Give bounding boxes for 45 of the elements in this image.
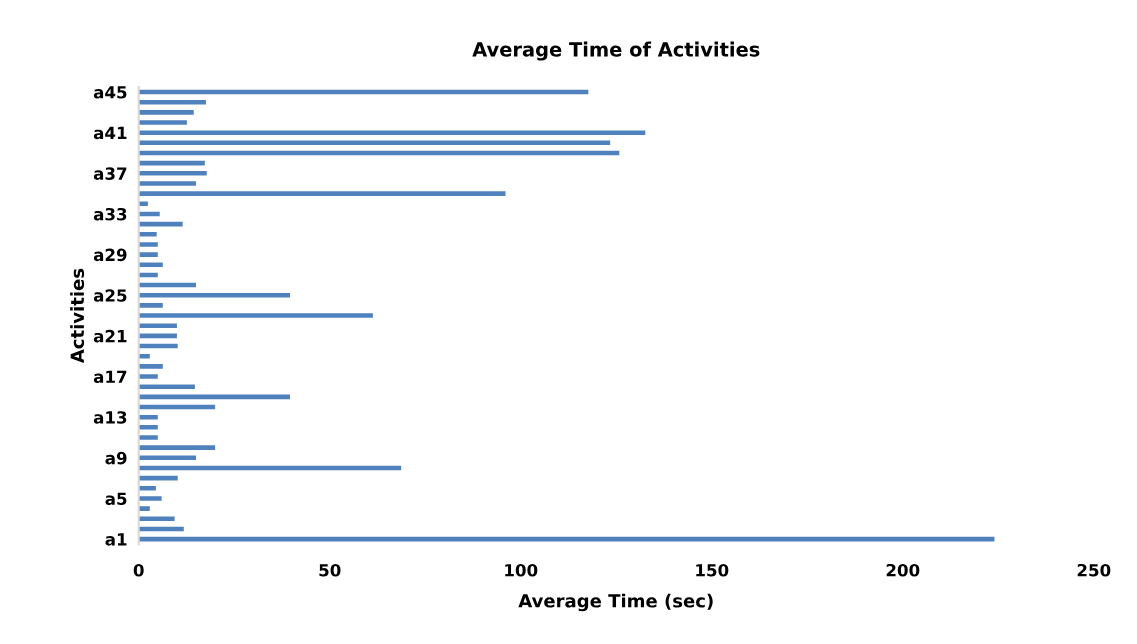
bar <box>138 252 158 257</box>
y-axis-title: Activities <box>70 268 85 364</box>
bar <box>138 231 157 237</box>
x-tick-label: 50 <box>319 563 341 577</box>
bar <box>138 313 373 318</box>
bar <box>138 425 158 430</box>
bar <box>138 110 194 115</box>
bar <box>138 303 163 308</box>
y-tick-label: a29 <box>93 248 127 262</box>
bar <box>138 486 156 491</box>
bar <box>138 262 163 268</box>
bar <box>138 374 158 379</box>
x-tick-label: 0 <box>133 563 144 577</box>
bar <box>138 130 646 135</box>
bar <box>138 496 162 501</box>
x-tick-label: 150 <box>696 563 729 577</box>
bar <box>138 364 163 369</box>
bar <box>138 506 150 511</box>
chart-title: Average Time of Activities <box>472 41 760 61</box>
y-tick-label: a21 <box>93 329 127 343</box>
bar <box>138 445 216 450</box>
bar <box>138 171 207 176</box>
bar <box>138 384 195 389</box>
bar <box>138 435 158 440</box>
bar <box>138 323 177 329</box>
y-tick-label: a5 <box>105 492 127 506</box>
x-tick-label: 200 <box>886 563 920 577</box>
bar <box>138 120 187 125</box>
y-tick-label: a9 <box>105 451 127 465</box>
bar <box>138 181 197 186</box>
y-tick-label: a1 <box>105 533 127 546</box>
bar <box>138 191 506 196</box>
y-tick-label: a33 <box>93 207 127 221</box>
bar <box>138 292 290 298</box>
y-tick-label: a45 <box>93 86 127 99</box>
x-axis-title: Average Time (sec) <box>518 593 713 612</box>
y-tick-label: a17 <box>93 370 127 384</box>
y-tick-label: a13 <box>93 411 127 424</box>
x-tick-label: 250 <box>1077 563 1111 577</box>
x-tick-label: 100 <box>505 563 538 577</box>
bar <box>138 516 175 522</box>
y-tick-label: a37 <box>93 167 127 180</box>
y-tick-label: a25 <box>93 289 127 302</box>
bar <box>138 242 158 247</box>
y-tick-label: a41 <box>93 126 127 140</box>
